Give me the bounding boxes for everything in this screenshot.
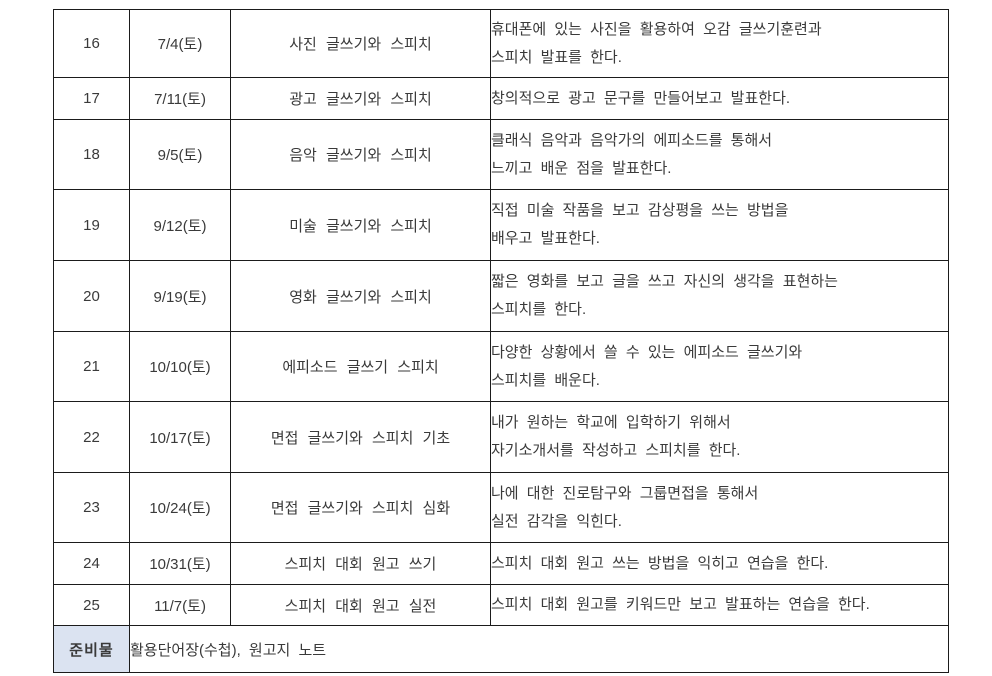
description-line: 스피치 대회 원고를 키워드만 보고 발표하는 연습을 한다. [491,596,870,613]
description-line: 내가 원하는 학교에 입학하기 위해서 [491,414,731,431]
cell-date: 7/11(토) [129,77,231,120]
cell-description: 짧은 영화를 보고 글을 쓰고 자신의 생각을 표현하는 스피치를 한다. [490,260,949,332]
description-line: 창의적으로 광고 문구를 만들어보고 발표한다. [491,89,791,107]
cell-topic: 스피치 대회 원고 실전 [230,584,491,626]
supplies-value-cell: 활용단어장(수첩), 원고지 노트 [129,625,949,673]
cell-date: 10/17(토) [129,401,231,473]
cell-description: 나에 대한 진로탐구와 그룹면접을 통해서 실전 감각을 익힌다. [490,472,949,543]
cell-session-no: 21 [53,331,130,402]
cell-description: 창의적으로 광고 문구를 만들어보고 발표한다. [490,77,949,120]
description-line: 다양한 상황에서 쓸 수 있는 에피소드 글쓰기와 [491,343,803,361]
cell-description: 스피치 대회 원고 쓰는 방법을 익히고 연습을 한다. [490,542,949,585]
description-line: 클래식 음악과 음악가의 에피소드를 통해서 [491,131,773,149]
cell-date: 7/4(토) [129,9,231,78]
description-line: 스피치를 배운다. [491,371,600,389]
cell-session-no: 24 [53,542,130,585]
description-line: 스피치 발표를 한다. [491,48,622,66]
cell-description: 직접 미술 작품을 보고 감상평을 쓰는 방법을 배우고 발표한다. [490,189,949,261]
cell-topic: 영화 글쓰기와 스피치 [230,260,491,332]
cell-description: 다양한 상황에서 쓸 수 있는 에피소드 글쓰기와 스피치를 배운다. [490,331,949,402]
cell-session-no: 25 [53,584,130,626]
cell-date: 9/12(토) [129,189,231,261]
cell-topic: 스피치 대회 원고 쓰기 [230,542,491,585]
cell-topic: 면접 글쓰기와 스피치 기초 [230,401,491,473]
cell-session-no: 23 [53,472,130,543]
cell-date: 9/19(토) [129,260,231,332]
cell-topic: 음악 글쓰기와 스피치 [230,119,491,190]
cell-description: 내가 원하는 학교에 입학하기 위해서 자기소개서를 작성하고 스피치를 한다. [490,401,949,473]
cell-session-no: 16 [53,9,130,78]
description-line: 자기소개서를 작성하고 스피치를 한다. [491,442,741,459]
cell-date: 10/31(토) [129,542,231,585]
cell-date: 9/5(토) [129,119,231,190]
cell-session-no: 19 [53,189,130,261]
description-line: 배우고 발표한다. [491,230,600,247]
cell-session-no: 17 [53,77,130,120]
document-page: 16 7/4(토) 사진 글쓰기와 스피치 휴대폰에 있는 사진을 활용하여 오… [53,9,949,673]
table-row: 20 9/19(토) 영화 글쓰기와 스피치 짧은 영화를 보고 글을 쓰고 자… [53,260,949,332]
description-line: 스피치 대회 원고 쓰는 방법을 익히고 연습을 한다. [491,554,829,572]
cell-description: 클래식 음악과 음악가의 에피소드를 통해서 느끼고 배운 점을 발표한다. [490,119,949,190]
table-row: 18 9/5(토) 음악 글쓰기와 스피치 클래식 음악과 음악가의 에피소드를… [53,119,949,190]
table-row: 17 7/11(토) 광고 글쓰기와 스피치 창의적으로 광고 문구를 만들어보… [53,77,949,120]
supplies-row: 준비물 활용단어장(수첩), 원고지 노트 [53,625,949,673]
cell-session-no: 22 [53,401,130,473]
cell-description: 휴대폰에 있는 사진을 활용하여 오감 글쓰기훈련과 스피치 발표를 한다. [490,9,949,78]
table-row: 25 11/7(토) 스피치 대회 원고 실전 스피치 대회 원고를 키워드만 … [53,584,949,626]
description-line: 직접 미술 작품을 보고 감상평을 쓰는 방법을 [491,202,789,219]
cell-session-no: 20 [53,260,130,332]
supplies-label-cell: 준비물 [53,625,130,673]
cell-date: 10/10(토) [129,331,231,402]
cell-topic: 에피소드 글쓰기 스피치 [230,331,491,402]
curriculum-schedule-table: 16 7/4(토) 사진 글쓰기와 스피치 휴대폰에 있는 사진을 활용하여 오… [53,9,949,673]
table-row: 22 10/17(토) 면접 글쓰기와 스피치 기초 내가 원하는 학교에 입학… [53,401,949,473]
description-line: 실전 감각을 익힌다. [491,512,622,530]
description-line: 휴대폰에 있는 사진을 활용하여 오감 글쓰기훈련과 [491,20,822,38]
table-row: 24 10/31(토) 스피치 대회 원고 쓰기 스피치 대회 원고 쓰는 방법… [53,542,949,585]
description-line: 나에 대한 진로탐구와 그룹면접을 통해서 [491,484,759,502]
cell-topic: 면접 글쓰기와 스피치 심화 [230,472,491,543]
cell-topic: 사진 글쓰기와 스피치 [230,9,491,78]
table-row: 21 10/10(토) 에피소드 글쓰기 스피치 다양한 상황에서 쓸 수 있는… [53,331,949,402]
description-line: 스피치를 한다. [491,301,587,318]
cell-session-no: 18 [53,119,130,190]
cell-date: 10/24(토) [129,472,231,543]
table-row: 19 9/12(토) 미술 글쓰기와 스피치 직접 미술 작품을 보고 감상평을… [53,189,949,261]
cell-description: 스피치 대회 원고를 키워드만 보고 발표하는 연습을 한다. [490,584,949,626]
description-line: 느끼고 배운 점을 발표한다. [491,159,672,177]
description-line: 짧은 영화를 보고 글을 쓰고 자신의 생각을 표현하는 [491,273,838,290]
cell-date: 11/7(토) [129,584,231,626]
cell-topic: 미술 글쓰기와 스피치 [230,189,491,261]
cell-topic: 광고 글쓰기와 스피치 [230,77,491,120]
table-row: 16 7/4(토) 사진 글쓰기와 스피치 휴대폰에 있는 사진을 활용하여 오… [53,9,949,78]
table-row: 23 10/24(토) 면접 글쓰기와 스피치 심화 나에 대한 진로탐구와 그… [53,472,949,543]
